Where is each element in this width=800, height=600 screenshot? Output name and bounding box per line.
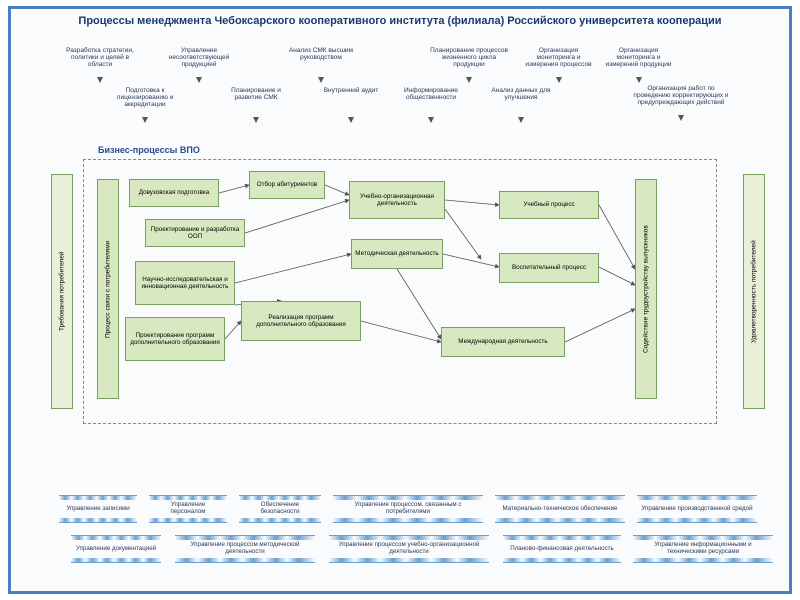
top-input-t4: Планирование и развитие СМК [221, 87, 291, 101]
process-p3: Научно-исследовательская и инновационная… [135, 261, 235, 305]
input-arrow-t10 [556, 77, 562, 83]
process-p7: Учебно-организационная деятельность [349, 181, 445, 219]
input-arrow-t7 [428, 117, 434, 123]
top-input-t10: Организация мониторинга и измерения проц… [521, 47, 596, 68]
top-input-t1: Разработка стратегии, политики и целей в… [65, 47, 135, 68]
support-w2: Управление персоналом [149, 495, 227, 523]
input-arrow-t2 [142, 117, 148, 123]
support-processes-area: Управление записями Управление персоналом… [31, 491, 769, 581]
input-arrow-t12 [678, 115, 684, 121]
top-inputs-area: Разработка стратегии, политики и целей в… [31, 47, 769, 157]
top-input-t5: Анализ СМК высшим руководством [281, 47, 361, 61]
process-p6: Реализация программ дополнительного обра… [241, 301, 361, 341]
input-arrow-t4 [253, 117, 259, 123]
vbar-right_outer: Удовлетворенность потребителей [743, 174, 765, 409]
top-input-t6: Внутренний аудит [321, 87, 381, 94]
support-w4: Управление процессом, связанным с потреб… [333, 495, 483, 523]
top-input-t9: Анализ данных для улучшения [491, 87, 551, 101]
process-p11: Воспитательный процесс [499, 253, 599, 283]
support-w7: Управление документацией [71, 535, 161, 563]
vbar-right_inner: Содействие трудоустройству выпускников [635, 179, 657, 399]
input-arrow-t5 [318, 77, 324, 83]
process-p8: Методическая деятельность [351, 239, 443, 269]
top-input-t2: Подготовка к лицензированию и аккредитац… [105, 87, 185, 108]
vbar-left_inner: Процесс связи с потребителями [97, 179, 119, 399]
input-arrow-t3 [196, 77, 202, 83]
process-p9: Международная деятельность [441, 327, 565, 357]
top-input-t3: Управление несоответствующей продукцией [159, 47, 239, 68]
input-arrow-t11 [636, 77, 642, 83]
input-arrow-t6 [348, 117, 354, 123]
support-w9: Управление процессом учебно-организацион… [329, 535, 489, 563]
vbar-left_outer: Требования потребителей [51, 174, 73, 409]
diagram-title: Процессы менеджмента Чебоксарского коопе… [11, 9, 789, 31]
process-p10: Учебный процесс [499, 191, 599, 219]
support-w6: Управление производственной средой [637, 495, 757, 523]
top-input-t8: Планирование процессов жизненного цикла … [429, 47, 509, 68]
diagram-frame: Процессы менеджмента Чебоксарского коопе… [8, 6, 792, 594]
support-w10: Планово-финансовая деятельность [503, 535, 621, 563]
input-arrow-t8 [466, 77, 472, 83]
support-w8: Управление процессом методической деятел… [175, 535, 315, 563]
input-arrow-t9 [518, 117, 524, 123]
top-input-t12: Организация работ по проведению корректи… [631, 85, 731, 106]
support-w11: Управление информационными и техническим… [633, 535, 773, 563]
support-w3: Обеспечение безопасности [239, 495, 321, 523]
support-w1: Управление записями [59, 495, 137, 523]
top-input-t7: Информирование общественности [391, 87, 471, 101]
process-p5: Отбор абитуриентов [249, 171, 325, 199]
section-title: Бизнес-процессы ВПО [94, 145, 204, 155]
process-p1: Довузовская подготовка [129, 179, 219, 207]
process-p4: Проектирование программ дополнительного … [125, 317, 225, 361]
top-input-t11: Организация мониторинга и измерений прод… [601, 47, 676, 68]
process-p2: Проектирование и разработка ООП [145, 219, 245, 247]
support-w5: Материально-техническое обеспечение [495, 495, 625, 523]
input-arrow-t1 [97, 77, 103, 83]
